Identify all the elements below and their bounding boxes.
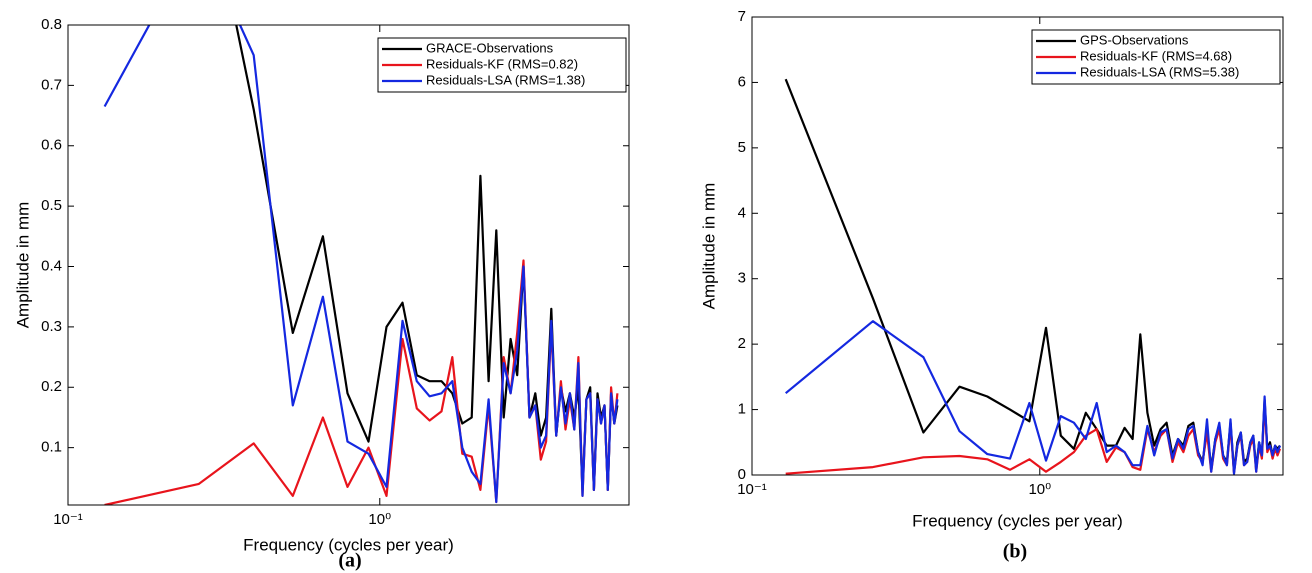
y-tick-label: 0.6 <box>41 137 62 154</box>
y-tick-label: 0.1 <box>41 439 62 456</box>
data-line <box>103 25 619 504</box>
x-axis-label: Frequency (cycles per year) <box>243 535 454 554</box>
x-tick-label: 10⁻¹ <box>737 481 767 498</box>
y-tick-label: 0.2 <box>41 378 62 395</box>
y-tick-label: 2 <box>738 335 746 352</box>
plot-area <box>103 25 619 505</box>
y-tick-label: 0.3 <box>41 318 62 335</box>
x-tick-label: 10⁰ <box>1028 481 1051 498</box>
legend-label: GRACE-Observations <box>426 40 554 55</box>
data-line <box>104 259 619 505</box>
y-tick-label: 4 <box>738 204 746 221</box>
plot-area <box>784 78 1282 475</box>
y-tick-label: 3 <box>738 270 746 287</box>
y-tick-label: 7 <box>738 8 746 25</box>
y-axis-label: Amplitude in mm <box>13 202 32 329</box>
y-tick-label: 0.5 <box>41 197 62 214</box>
x-axis-label: Frequency (cycles per year) <box>912 511 1123 530</box>
legend-label: Residuals-LSA (RMS=1.38) <box>426 72 585 87</box>
y-tick-label: 0 <box>738 466 746 483</box>
caption: (b) <box>1003 541 1027 563</box>
data-line <box>784 320 1282 475</box>
y-tick-label: 0.4 <box>41 257 62 274</box>
x-tick-label: 10⁻¹ <box>53 511 83 528</box>
axes-frame <box>751 16 1284 476</box>
y-tick-label: 0.8 <box>41 16 62 33</box>
legend-label: Residuals-KF (RMS=0.82) <box>426 56 578 71</box>
y-tick-label: 0.7 <box>41 76 62 93</box>
y-axis-label: Amplitude in mm <box>699 183 718 310</box>
y-tick-label: 1 <box>738 401 746 418</box>
y-tick-label: 5 <box>738 139 746 156</box>
x-tick-label: 10⁰ <box>368 511 391 528</box>
legend-label: Residuals-LSA (RMS=5.38) <box>1080 64 1239 79</box>
axes-frame <box>67 24 630 506</box>
legend-label: Residuals-KF (RMS=4.68) <box>1080 48 1232 63</box>
legend-label: GPS-Observations <box>1080 32 1189 47</box>
caption: (a) <box>338 550 361 572</box>
y-tick-label: 6 <box>738 73 746 90</box>
